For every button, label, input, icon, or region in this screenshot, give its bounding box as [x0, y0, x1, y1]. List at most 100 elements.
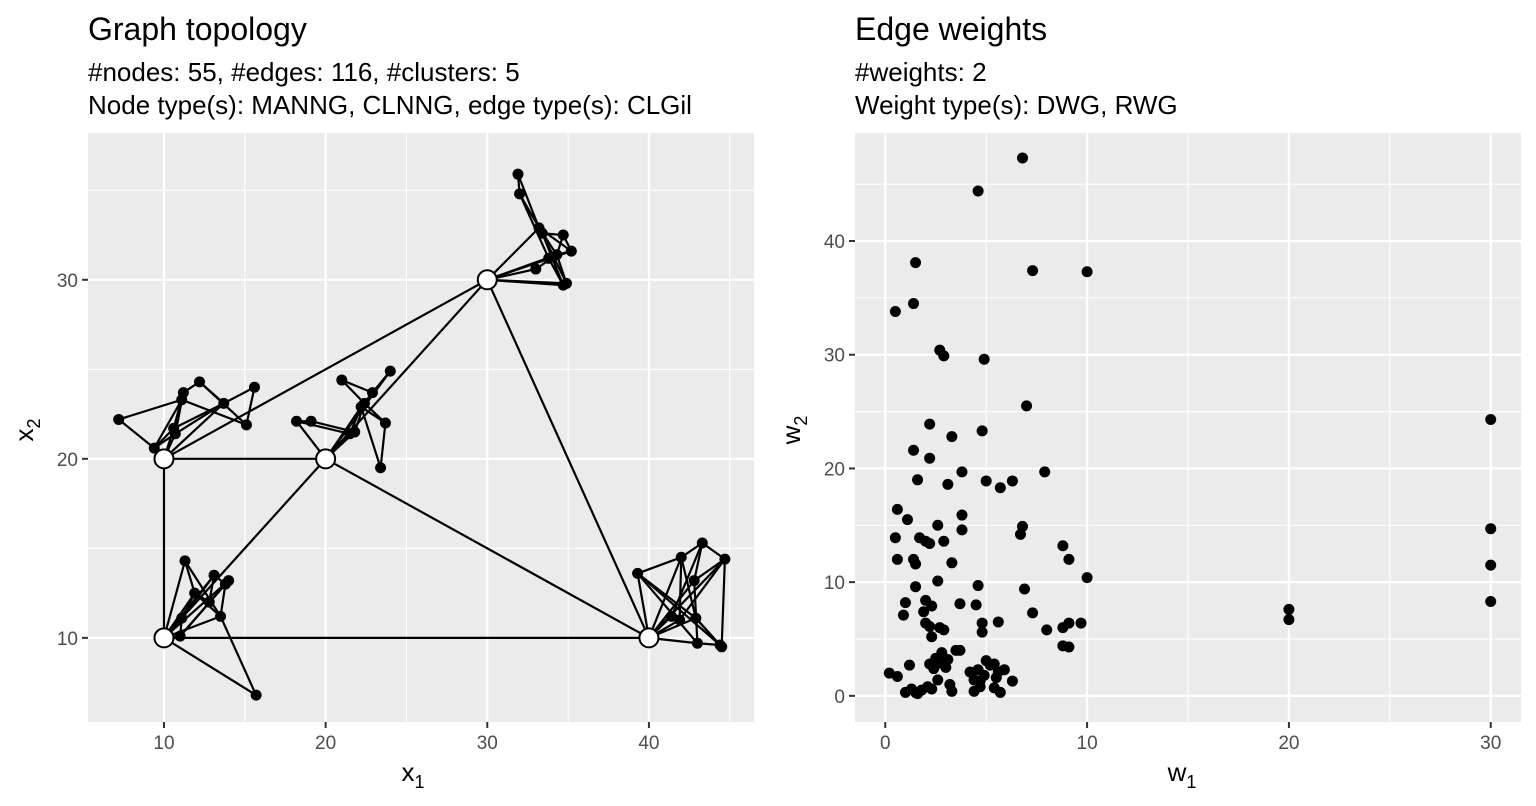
topology-panel: 10 20 30 40 10 20 30	[57, 133, 754, 754]
scatter-point	[1063, 617, 1075, 629]
graph-edge	[678, 557, 727, 622]
scatter-point	[1283, 614, 1295, 626]
graph-node	[249, 381, 260, 393]
scatter-point	[1485, 559, 1497, 571]
graph-edge	[162, 574, 216, 639]
graph-edge	[162, 402, 225, 460]
graph-hub-node	[153, 448, 175, 470]
scatter-point	[1019, 583, 1031, 595]
graph-node	[169, 428, 181, 440]
graph-node	[375, 462, 387, 474]
graph-node	[512, 168, 524, 180]
graph-edge	[295, 420, 351, 435]
graph-node	[223, 575, 235, 587]
graph-edge	[694, 617, 722, 647]
scatter-point	[926, 631, 938, 643]
scatter-point	[932, 674, 944, 686]
graph-node	[674, 614, 686, 626]
weights-points	[883, 152, 1497, 700]
scatter-point	[976, 626, 988, 638]
scatter-point	[1021, 400, 1033, 412]
scatter-point	[992, 616, 1004, 628]
graph-edge	[245, 386, 256, 426]
graph-edge	[219, 615, 258, 697]
topology-title: Graph topology	[88, 11, 307, 47]
scatter-point	[956, 466, 968, 478]
scatter-point	[1017, 152, 1029, 164]
graph-edge	[647, 579, 696, 639]
topology-x-axis-label: x1	[401, 757, 424, 792]
graph-edge	[636, 556, 683, 575]
weights-y-tick-label: 30	[824, 346, 845, 367]
weights-y-tick-label: 0	[834, 687, 845, 708]
scatter-point	[946, 431, 958, 443]
scatter-point	[938, 350, 950, 362]
scatter-point	[976, 425, 988, 437]
graph-node	[675, 551, 687, 563]
graph-edge	[162, 636, 258, 697]
topology-y-tick-label: 20	[57, 450, 78, 471]
graph-node	[688, 575, 700, 587]
graph-node	[551, 249, 563, 261]
scatter-point	[1075, 617, 1087, 629]
graph-edge	[720, 557, 727, 648]
graph-edge	[324, 457, 651, 639]
graph-node	[690, 612, 702, 624]
graph-edge	[162, 559, 187, 639]
scatter-point	[954, 598, 966, 610]
graph-node	[557, 229, 569, 241]
scatter-point	[1014, 528, 1026, 540]
scatter-point	[946, 557, 958, 569]
scatter-point	[980, 475, 992, 487]
scatter-point	[910, 581, 922, 593]
graph-edge	[486, 226, 541, 281]
weights-x-tick-label: 30	[1480, 733, 1501, 754]
scatter-point	[889, 532, 901, 544]
scatter-point	[1485, 595, 1497, 607]
graph-node	[291, 415, 303, 427]
scatter-point	[891, 553, 903, 565]
graph-edge	[636, 572, 699, 645]
topology-subtitle-line1: #nodes: 55, #edges: 116, #clusters: 5	[88, 57, 520, 87]
scatter-point	[978, 669, 990, 681]
graph-node	[148, 442, 160, 454]
scatter-point	[1081, 266, 1093, 278]
scatter-point	[1041, 624, 1053, 636]
scatter-point	[903, 659, 915, 671]
scatter-point	[897, 609, 909, 621]
graph-edge	[324, 370, 392, 460]
weights-subtitle-line1: #weights: 2	[855, 57, 987, 87]
scatter-point	[1485, 414, 1497, 426]
scatter-point	[990, 672, 1002, 684]
scatter-point	[972, 580, 984, 592]
graph-node	[113, 413, 125, 425]
topology-subtitle-line2: Node type(s): MANNG, CLNNG, edge type(s)…	[88, 90, 692, 120]
graph-node	[174, 630, 186, 642]
scatter-point	[978, 353, 990, 365]
topology-y-axis-label: x2	[9, 418, 44, 441]
scatter-point	[1485, 523, 1497, 535]
scatter-point	[1063, 553, 1075, 565]
topology-x-tick-label: 20	[315, 733, 336, 754]
scatter-point	[994, 686, 1006, 698]
graph-hub-node	[315, 448, 337, 470]
scatter-point	[938, 624, 950, 636]
graph-edge	[636, 572, 651, 639]
scatter-point	[901, 514, 913, 526]
graph-edge	[693, 557, 727, 582]
scatter-point	[1081, 572, 1093, 584]
graph-node	[194, 376, 206, 388]
graph-node	[691, 637, 703, 649]
scatter-point	[912, 474, 924, 486]
topology-y-tick-label: 10	[57, 629, 78, 650]
graph-edge	[222, 386, 256, 405]
scatter-point	[899, 597, 911, 609]
graph-edge	[647, 557, 727, 639]
scatter-point	[972, 185, 984, 197]
topology-y-tick-label: 30	[57, 271, 78, 292]
scatter-point	[932, 519, 944, 531]
graph-edge	[516, 173, 541, 229]
scatter-point	[924, 452, 936, 464]
weights-panel: 0 10 20 30 0 10 20 30 40	[824, 133, 1521, 754]
scatter-point	[956, 524, 968, 536]
